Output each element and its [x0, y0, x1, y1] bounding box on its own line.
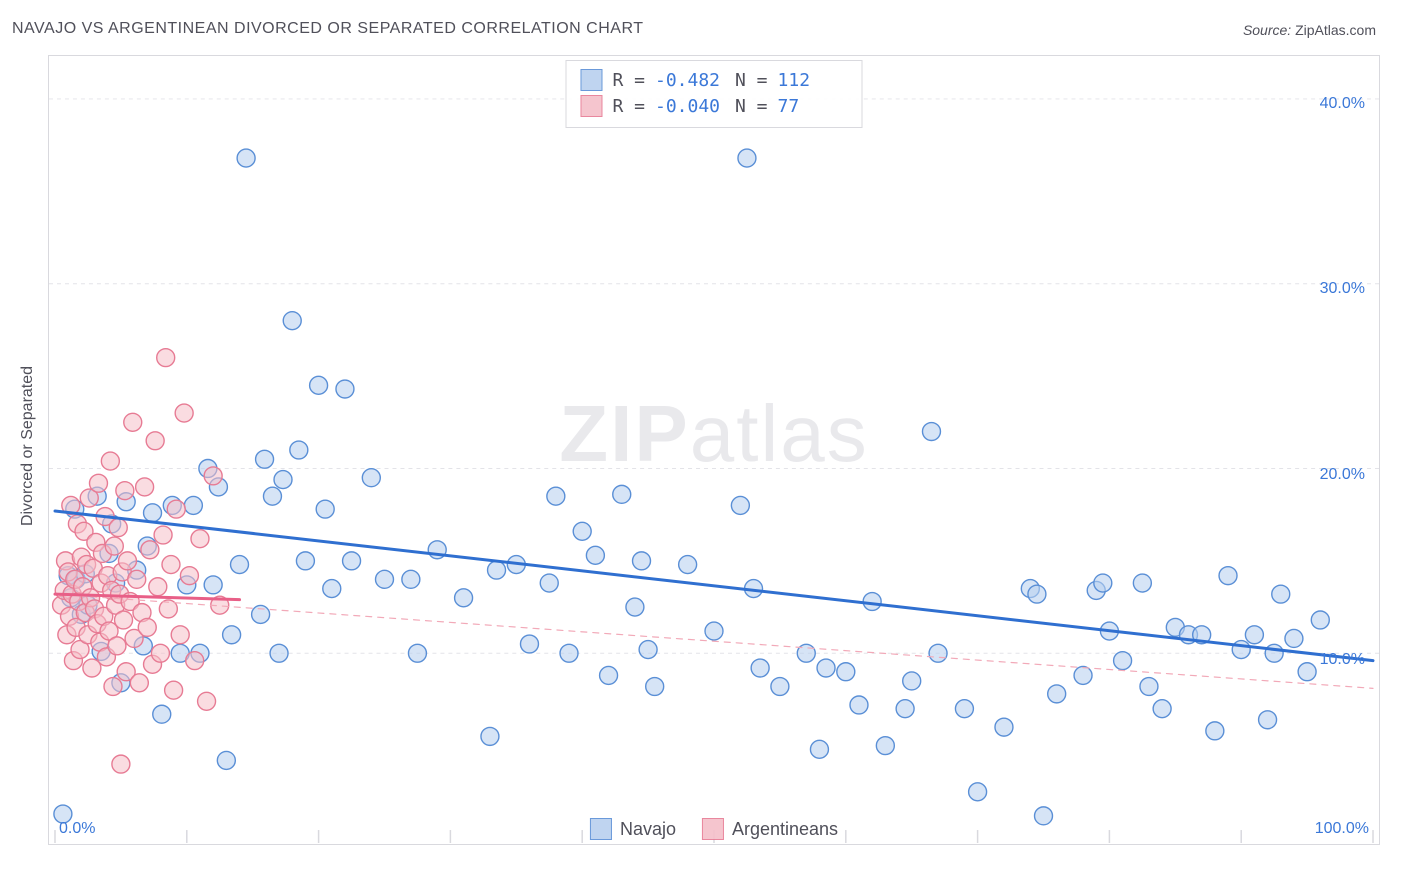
r-value-navajo: -0.482 — [655, 70, 725, 91]
swatch-argentineans — [580, 95, 602, 117]
legend-series: Navajo Argentineans — [590, 818, 838, 840]
y-axis-label: Divorced or Separated — [19, 366, 37, 526]
chart-container: NAVAJO VS ARGENTINEAN DIVORCED OR SEPARA… — [0, 0, 1406, 892]
n-value-navajo: 112 — [778, 70, 848, 91]
r-label: R = — [612, 96, 645, 117]
y-tick-label: 20.0% — [1320, 466, 1365, 484]
swatch-navajo — [590, 818, 612, 840]
swatch-navajo — [580, 69, 602, 91]
r-value-argentineans: -0.040 — [655, 96, 725, 117]
trend-lines — [55, 511, 1373, 688]
legend-item-navajo: Navajo — [590, 818, 676, 840]
legend-row-navajo: R = -0.482 N = 112 — [580, 67, 847, 93]
x-tick-label: 0.0% — [59, 820, 95, 838]
source-attribution: Source: ZipAtlas.com — [1243, 22, 1376, 38]
legend-label-argentineans: Argentineans — [732, 819, 838, 840]
source-name: ZipAtlas.com — [1295, 22, 1376, 38]
gridlines — [49, 99, 1379, 653]
plot-area: ZIPatlas 10.0%20.0%30.0%40.0% 0.0%100.0%… — [48, 55, 1380, 845]
y-tick-label: 10.0% — [1320, 651, 1365, 669]
r-label: R = — [612, 70, 645, 91]
y-tick-label: 30.0% — [1320, 280, 1365, 298]
legend-label-navajo: Navajo — [620, 819, 676, 840]
x-tick-label: 100.0% — [1315, 820, 1369, 838]
scatter-series-argentineans — [53, 349, 229, 773]
legend-correlation-box: R = -0.482 N = 112 R = -0.040 N = 77 — [565, 60, 862, 128]
scatter-series-navajo — [54, 149, 1329, 825]
plot-svg — [49, 56, 1379, 844]
chart-title: NAVAJO VS ARGENTINEAN DIVORCED OR SEPARA… — [12, 20, 643, 38]
n-label: N = — [735, 96, 768, 117]
source-label: Source: — [1243, 22, 1291, 38]
n-label: N = — [735, 70, 768, 91]
legend-row-argentineans: R = -0.040 N = 77 — [580, 93, 847, 119]
n-value-argentineans: 77 — [778, 96, 848, 117]
legend-item-argentineans: Argentineans — [702, 818, 838, 840]
y-tick-label: 40.0% — [1320, 95, 1365, 113]
swatch-argentineans — [702, 818, 724, 840]
